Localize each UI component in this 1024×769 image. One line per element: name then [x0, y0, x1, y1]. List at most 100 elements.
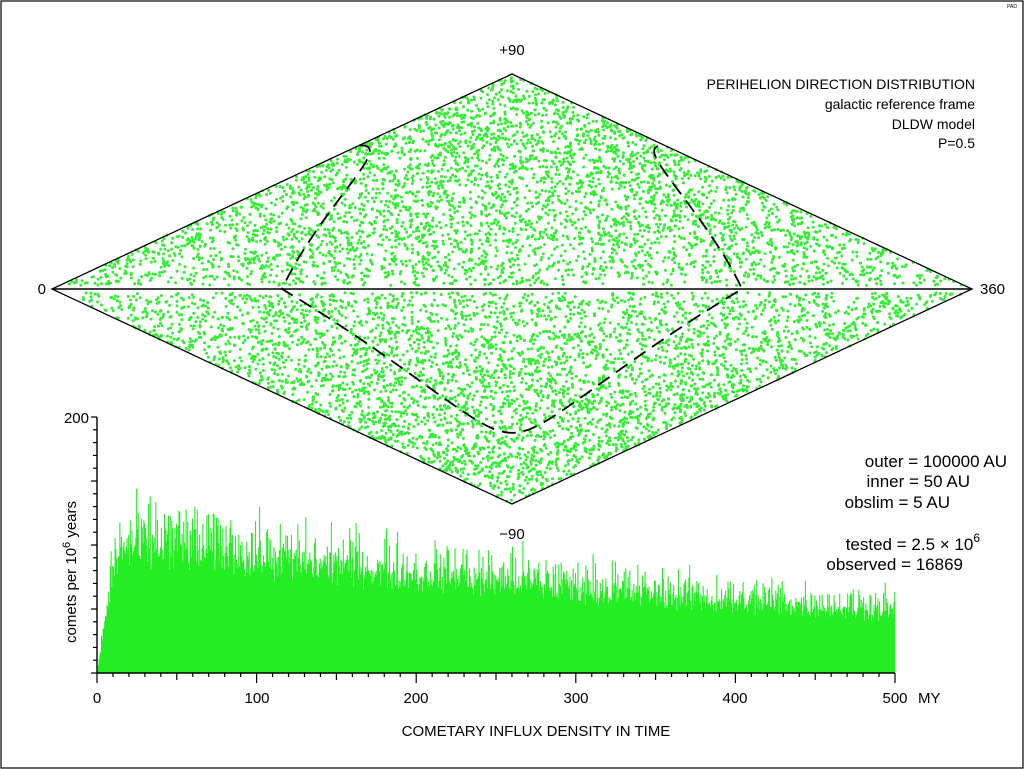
sky-point: [422, 266, 426, 270]
sky-point: [623, 300, 627, 304]
sky-point: [375, 410, 379, 414]
sky-point: [855, 250, 859, 254]
sky-point: [299, 205, 303, 209]
sky-point: [169, 340, 173, 344]
sky-point: [442, 354, 446, 358]
sky-point: [732, 317, 736, 321]
sky-point: [510, 275, 514, 279]
sky-point: [458, 205, 461, 208]
sky-point: [499, 196, 503, 199]
sky-point: [131, 308, 135, 312]
sky-point: [547, 256, 551, 260]
sky-point: [814, 260, 818, 264]
sky-point: [387, 353, 391, 357]
sky-point: [307, 230, 311, 234]
sky-point: [403, 432, 407, 436]
sky-point: [421, 137, 425, 141]
sky-point: [523, 324, 527, 328]
sky-point: [378, 405, 382, 409]
sky-point: [388, 326, 392, 330]
sky-point: [426, 258, 430, 262]
sky-point: [287, 355, 291, 359]
sky-point: [212, 216, 216, 220]
sky-point: [500, 367, 504, 371]
sky-point: [495, 223, 499, 227]
sky-point: [608, 234, 612, 238]
sky-point: [653, 230, 657, 234]
sky-point: [410, 243, 414, 247]
sky-point: [332, 360, 336, 364]
sky-point: [846, 329, 850, 333]
sky-point: [611, 443, 615, 447]
sky-point: [251, 319, 255, 322]
sky-point: [448, 140, 452, 144]
sky-point: [652, 209, 656, 213]
sky-point: [160, 324, 164, 328]
sky-point: [549, 237, 553, 241]
sky-point: [664, 163, 668, 167]
sky-point: [261, 362, 265, 366]
sky-point: [520, 276, 524, 280]
sky-point: [525, 113, 529, 117]
sky-point: [596, 420, 600, 424]
sky-point: [893, 264, 897, 268]
sky-point: [380, 413, 384, 417]
sky-point: [662, 420, 666, 424]
sky-point: [343, 420, 346, 424]
sky-point: [470, 130, 474, 134]
sky-point: [536, 334, 539, 338]
sky-point: [524, 146, 528, 150]
sky-point: [546, 203, 550, 206]
sky-point: [111, 309, 115, 313]
sky-point: [449, 242, 453, 246]
sky-point: [456, 114, 459, 118]
sky-point: [588, 327, 592, 331]
sky-point: [691, 294, 695, 298]
sky-point: [597, 448, 601, 452]
sky-point: [641, 147, 645, 151]
sky-point: [610, 187, 614, 191]
sky-point: [508, 260, 512, 264]
sky-point: [227, 262, 230, 266]
sky-point: [361, 370, 364, 374]
sky-point: [382, 355, 386, 359]
sky-point: [306, 323, 309, 327]
sky-point: [808, 351, 812, 355]
sky-point: [169, 326, 173, 330]
sky-point: [694, 223, 698, 227]
sky-point: [457, 354, 461, 357]
sky-point: [222, 277, 226, 281]
sky-point: [460, 461, 464, 465]
sky-point: [489, 291, 493, 295]
sky-point: [162, 312, 165, 316]
sky-point: [562, 448, 566, 452]
sky-point: [789, 211, 793, 215]
sky-point: [519, 423, 523, 426]
sky-point: [411, 191, 414, 195]
sky-point: [352, 309, 356, 313]
sky-point: [245, 297, 249, 301]
sky-point: [325, 243, 329, 246]
sky-point: [806, 237, 810, 241]
sky-point: [266, 227, 270, 231]
sky-point: [594, 193, 598, 196]
sky-point: [622, 248, 626, 252]
sky-point: [671, 180, 674, 184]
sky-point: [295, 321, 299, 325]
sky-point: [779, 229, 783, 233]
sky-point: [687, 176, 691, 180]
sky-point: [775, 368, 779, 372]
sky-point: [299, 378, 302, 382]
sky-point: [627, 389, 630, 393]
sky-point: [244, 247, 247, 251]
sky-point: [565, 355, 569, 359]
sky-point: [668, 167, 672, 171]
sky-point: [504, 199, 508, 203]
sky-point: [699, 325, 703, 329]
sky-point: [470, 121, 474, 125]
sky-point: [320, 379, 324, 383]
sky-point: [350, 235, 354, 239]
sky-point: [396, 302, 400, 305]
sky-point: [572, 465, 576, 469]
sky-point: [626, 204, 630, 208]
